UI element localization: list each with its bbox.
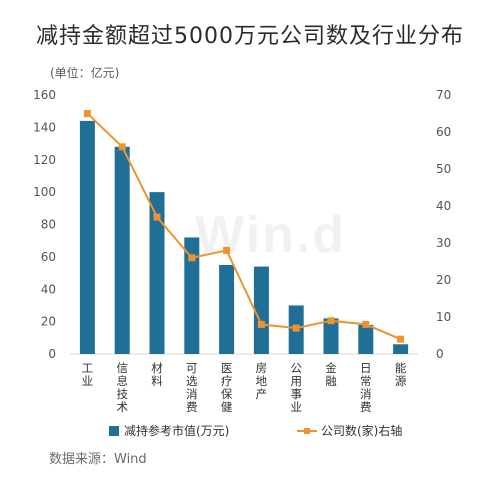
right-tick-label: 60 xyxy=(436,125,451,139)
bar xyxy=(393,344,409,354)
left-tick-label: 0 xyxy=(48,347,56,361)
line-point xyxy=(397,335,405,343)
category-label: 房地产 xyxy=(256,361,268,401)
line-point xyxy=(188,254,196,262)
bar xyxy=(219,264,235,354)
left-axis: 0 20 40 60 80 100 120 140 160 xyxy=(33,88,56,361)
right-tick-label: 50 xyxy=(436,162,451,176)
bar xyxy=(184,237,200,354)
watermark: Win.d xyxy=(195,206,347,264)
category-label: 信息技术 xyxy=(116,361,128,414)
line-point xyxy=(83,110,91,117)
legend-line-label: 公司数(家)右轴 xyxy=(321,423,402,438)
bar xyxy=(358,324,374,354)
left-tick-label: 120 xyxy=(33,153,56,167)
left-tick-label: 100 xyxy=(33,185,56,199)
right-tick-label: 0 xyxy=(436,347,444,361)
category-label: 材料 xyxy=(151,361,163,388)
line-point xyxy=(327,317,335,325)
bar xyxy=(79,120,95,355)
category-label: 日常消费 xyxy=(360,361,372,414)
bar-series xyxy=(79,120,409,355)
left-tick-label: 140 xyxy=(33,120,56,134)
category-labels: 工业 信息技术 材料 可选消费 医疗保健 房地产 公用事业 金融 日常消费 能源 xyxy=(82,361,407,414)
line-point xyxy=(292,324,300,332)
left-tick-label: 20 xyxy=(41,315,56,329)
bar xyxy=(253,266,269,354)
line-point xyxy=(153,213,161,221)
legend-line-marker xyxy=(304,428,310,434)
bar xyxy=(114,146,130,354)
category-label: 金融 xyxy=(325,361,337,388)
right-tick-label: 30 xyxy=(436,236,451,250)
line-point xyxy=(118,143,126,151)
left-tick-label: 80 xyxy=(41,218,56,232)
bar xyxy=(149,192,165,354)
category-label: 公用事业 xyxy=(290,361,302,414)
right-tick-label: 20 xyxy=(436,273,451,287)
line-point xyxy=(223,246,231,254)
line-series xyxy=(83,110,405,343)
unit-label: (单位：亿元) xyxy=(50,66,120,80)
source-label: 数据来源：Wind xyxy=(49,452,147,467)
right-tick-label: 70 xyxy=(436,88,451,102)
right-axis: 0 10 20 30 40 50 60 70 xyxy=(436,88,451,361)
line-point xyxy=(362,320,370,328)
category-label: 医疗保健 xyxy=(221,361,233,414)
legend-bar-label: 减持参考市值(万元) xyxy=(124,423,229,438)
line-point xyxy=(257,320,265,328)
bar xyxy=(323,318,339,354)
right-tick-label: 10 xyxy=(436,310,451,324)
legend-bar-swatch xyxy=(109,426,119,436)
series-line xyxy=(86,112,401,341)
left-tick-label: 160 xyxy=(33,88,56,102)
legend: 减持参考市值(万元) 公司数(家)右轴 xyxy=(109,423,402,438)
category-label: 能源 xyxy=(395,361,407,388)
right-tick-label: 40 xyxy=(436,199,451,213)
left-tick-label: 40 xyxy=(41,282,56,296)
left-tick-label: 60 xyxy=(41,250,56,264)
chart-title: 减持金额超过5000万元公司数及行业分布 xyxy=(36,24,464,49)
category-label: 工业 xyxy=(82,361,94,388)
category-label: 可选消费 xyxy=(186,361,198,414)
